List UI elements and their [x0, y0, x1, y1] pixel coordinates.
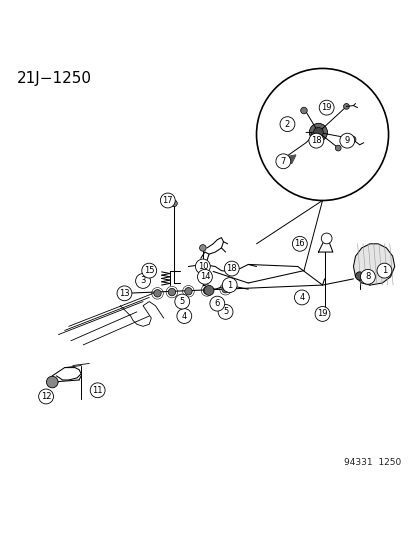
Text: 8: 8	[364, 272, 370, 281]
Text: 16: 16	[294, 239, 304, 248]
Circle shape	[320, 233, 331, 244]
Circle shape	[170, 200, 177, 207]
Circle shape	[46, 376, 58, 388]
Text: 18: 18	[226, 264, 237, 273]
Text: 3: 3	[140, 277, 145, 286]
Text: 1: 1	[226, 280, 232, 289]
Circle shape	[376, 263, 391, 278]
Text: 14: 14	[199, 272, 210, 281]
Circle shape	[160, 193, 175, 208]
Circle shape	[204, 286, 214, 295]
Circle shape	[203, 287, 210, 294]
Text: 11: 11	[92, 386, 103, 395]
Circle shape	[275, 154, 290, 169]
Circle shape	[335, 145, 340, 151]
Circle shape	[38, 389, 53, 404]
Text: 10: 10	[197, 262, 208, 271]
Text: 6: 6	[214, 299, 219, 308]
Circle shape	[279, 117, 294, 132]
Circle shape	[343, 103, 349, 109]
Text: 18: 18	[310, 136, 321, 145]
Text: 5: 5	[179, 297, 185, 306]
Text: 13: 13	[119, 289, 130, 298]
Circle shape	[174, 294, 189, 309]
Circle shape	[135, 273, 150, 288]
Text: 12: 12	[41, 392, 51, 401]
Circle shape	[195, 259, 210, 274]
Circle shape	[294, 290, 309, 305]
Circle shape	[292, 236, 306, 251]
Circle shape	[308, 133, 323, 148]
Circle shape	[256, 68, 388, 200]
Text: 19: 19	[320, 103, 331, 112]
Circle shape	[349, 136, 355, 143]
Circle shape	[209, 296, 224, 311]
Polygon shape	[353, 244, 394, 285]
Text: 4: 4	[299, 293, 304, 302]
Text: 5: 5	[223, 308, 228, 317]
Text: 1: 1	[381, 266, 386, 275]
Circle shape	[184, 287, 192, 295]
Text: 15: 15	[144, 266, 154, 275]
Circle shape	[360, 269, 375, 284]
Text: 9: 9	[344, 136, 349, 145]
Text: 17: 17	[162, 196, 173, 205]
Polygon shape	[285, 155, 295, 163]
Circle shape	[318, 100, 333, 115]
Circle shape	[199, 245, 206, 251]
Text: 7: 7	[280, 157, 285, 166]
Circle shape	[197, 269, 212, 284]
Circle shape	[90, 383, 105, 398]
Circle shape	[176, 309, 191, 324]
Circle shape	[339, 133, 354, 148]
Circle shape	[221, 286, 229, 293]
Circle shape	[218, 304, 233, 319]
Circle shape	[142, 263, 156, 278]
Circle shape	[300, 107, 306, 114]
Circle shape	[117, 286, 132, 301]
Circle shape	[314, 306, 329, 321]
Circle shape	[313, 127, 323, 138]
Circle shape	[309, 123, 327, 141]
Circle shape	[168, 288, 175, 296]
Text: 94331  1250: 94331 1250	[343, 458, 400, 466]
Text: 19: 19	[316, 310, 327, 318]
Text: 2: 2	[284, 119, 290, 128]
Text: 4: 4	[181, 311, 187, 320]
Circle shape	[355, 272, 363, 280]
Text: 21J−1250: 21J−1250	[17, 70, 92, 85]
Circle shape	[222, 278, 237, 293]
Circle shape	[224, 261, 239, 276]
Circle shape	[153, 289, 161, 297]
